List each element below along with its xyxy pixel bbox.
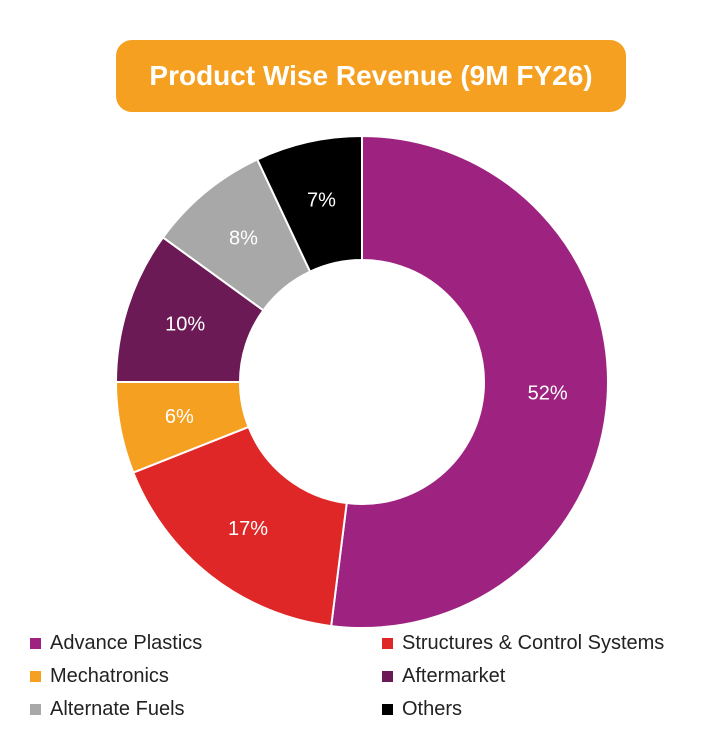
slice-label-others: 7% [307,189,336,211]
slice-others [255,134,363,273]
donut-chart: 52% 17% 6% 10% 8% 7% [114,134,609,629]
legend-swatch-mechatronics [30,671,41,682]
chart-title-box: Product Wise Revenue (9M FY26) [116,40,626,112]
legend-item-aftermarket: Aftermarket [382,665,505,688]
legend-label-mechatronics: Mechatronics [50,665,169,687]
legend-label-aftermarket: Aftermarket [402,665,506,687]
legend-label-others: Others [402,698,463,720]
legend-swatch-others [382,704,393,715]
chart-title: Product Wise Revenue (9M FY26) [149,60,593,91]
legend-swatch-alternate-fuels [30,704,41,715]
legend-swatch-advance-plastics [30,638,41,649]
slice-label-mechatronics: 6% [165,406,194,428]
slice-advance-plastics [330,134,609,629]
legend-label-alternate-fuels: Alternate Fuels [50,698,185,720]
legend-item-alternate-fuels: Alternate Fuels [30,698,185,721]
legend-label-structures-control-systems: Structures & Control Systems [402,632,665,654]
legend-swatch-aftermarket [382,671,393,682]
legend-swatch-structures-control-systems [382,638,393,649]
legend-label-advance-plastics: Advance Plastics [50,632,203,654]
slice-structures-control-systems [131,425,348,628]
legend-item-structures-control-systems: Structures & Control Systems [382,632,664,655]
slice-label-advance-plastics: 52% [528,383,568,405]
slice-label-aftermarket: 10% [165,314,205,336]
slice-label-structures-control-systems: 17% [228,518,268,540]
legend-item-others: Others [382,698,462,721]
legend-item-advance-plastics: Advance Plastics [30,632,202,655]
slice-label-alternate-fuels: 8% [229,228,258,250]
legend-item-mechatronics: Mechatronics [30,665,169,688]
